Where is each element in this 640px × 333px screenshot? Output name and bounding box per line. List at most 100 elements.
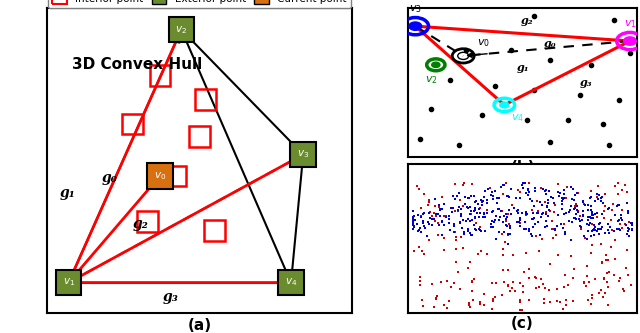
Point: [564, 219, 575, 224]
Point: [598, 200, 609, 206]
Point: [474, 299, 484, 305]
Point: [528, 224, 538, 229]
Point: [488, 196, 498, 201]
Point: [536, 214, 547, 220]
Point: [442, 279, 452, 284]
Point: [524, 189, 534, 195]
Point: [572, 211, 582, 216]
Point: [622, 231, 632, 236]
Point: [586, 188, 596, 193]
Point: [499, 229, 509, 234]
Point: [557, 201, 567, 207]
Point: [432, 293, 442, 299]
Point: [580, 202, 591, 208]
Point: [433, 232, 443, 238]
Point: [547, 226, 557, 231]
Point: [621, 266, 631, 271]
Point: [623, 208, 633, 213]
Point: [498, 219, 508, 225]
Point: [518, 186, 528, 191]
Point: [444, 217, 454, 222]
Point: [559, 187, 569, 192]
Circle shape: [432, 62, 440, 68]
Point: [531, 233, 541, 238]
Point: [435, 213, 445, 218]
Bar: [150, 65, 170, 86]
Point: [582, 274, 592, 279]
Point: [586, 207, 596, 213]
Point: [513, 210, 523, 216]
Point: [500, 239, 510, 244]
Point: [561, 303, 571, 308]
Point: [571, 202, 581, 207]
Point: [479, 291, 489, 297]
Point: [587, 292, 597, 298]
Point: [427, 282, 437, 287]
Point: [497, 293, 508, 298]
Point: [452, 193, 462, 199]
Point: [440, 213, 451, 218]
Point: [461, 218, 471, 224]
Point: [422, 233, 432, 239]
Point: [540, 200, 550, 205]
Point: [617, 188, 627, 193]
Point: [579, 201, 589, 206]
Point: [502, 282, 513, 287]
Point: [417, 218, 428, 223]
Point: [587, 211, 597, 216]
Point: [607, 207, 617, 213]
Point: [436, 206, 447, 211]
Point: [541, 205, 552, 210]
Point: [578, 208, 588, 214]
Point: [521, 251, 531, 256]
Circle shape: [409, 22, 422, 30]
Point: [537, 202, 547, 208]
Point: [540, 188, 550, 194]
Point: [543, 197, 553, 203]
Point: [465, 211, 475, 217]
Point: [527, 207, 537, 212]
Point: [434, 203, 444, 208]
Point: [431, 213, 442, 218]
Point: [516, 183, 527, 188]
Point: [521, 209, 531, 214]
Point: [455, 286, 465, 291]
Point: [593, 226, 603, 232]
Point: [577, 199, 588, 204]
Point: [553, 213, 563, 218]
Point: [466, 193, 476, 198]
Point: [431, 211, 442, 216]
Point: [434, 222, 444, 227]
Point: [589, 276, 600, 282]
Point: [510, 288, 520, 293]
Point: [610, 183, 620, 189]
Point: [459, 180, 469, 185]
Point: [475, 227, 485, 233]
Point: [502, 223, 513, 229]
Point: [545, 261, 556, 266]
Point: [548, 209, 559, 215]
Point: [627, 220, 637, 226]
Bar: [195, 89, 216, 110]
Point: [583, 218, 593, 223]
Circle shape: [500, 102, 509, 108]
Point: [612, 202, 623, 207]
Point: [500, 222, 511, 227]
Point: [450, 196, 460, 201]
Point: [463, 196, 473, 201]
Point: [587, 295, 597, 300]
Point: [610, 237, 620, 242]
Point: [451, 235, 461, 240]
Point: [528, 210, 538, 215]
Point: [589, 226, 599, 231]
Point: [614, 221, 625, 226]
Point: [612, 218, 623, 224]
Point: [513, 208, 523, 213]
Point: [559, 211, 569, 217]
Point: [572, 203, 582, 209]
Text: 3D Convex Hull: 3D Convex Hull: [72, 57, 202, 72]
Point: [530, 188, 540, 194]
Point: [598, 294, 609, 299]
Point: [498, 268, 508, 273]
Point: [617, 208, 627, 213]
